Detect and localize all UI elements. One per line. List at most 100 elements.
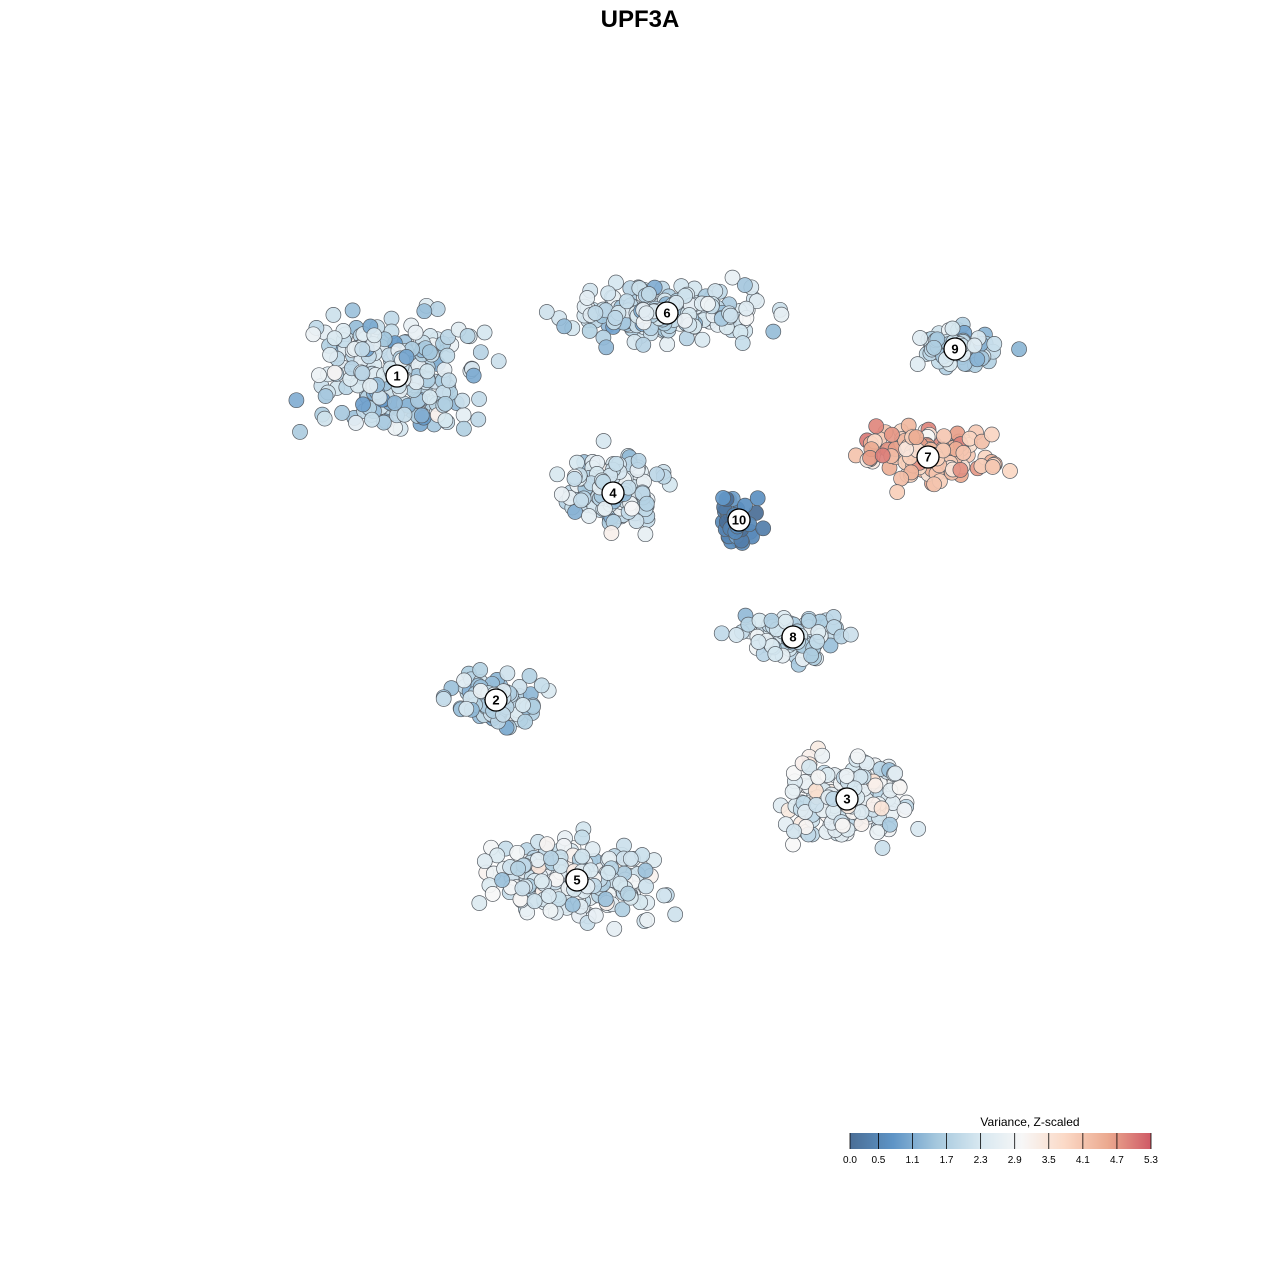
data-point [317,388,334,404]
data-point [499,665,516,682]
data-point [573,492,589,509]
data-point [574,829,590,846]
data-point [763,612,780,629]
legend-tick-label: 2.3 [974,1155,988,1166]
data-point [566,471,583,487]
data-point [386,395,403,411]
data-point [407,324,424,341]
data-point [542,902,559,919]
data-point [755,520,772,537]
data-point [809,633,825,650]
data-point [912,330,928,346]
data-point [952,462,969,478]
data-point [722,307,739,324]
data-point [316,410,333,427]
data-point [456,420,472,437]
data-point [966,337,983,354]
legend-tick-label: 1.1 [906,1155,920,1166]
cluster-label-badge [385,364,409,388]
data-point [867,777,884,794]
data-point [874,447,891,464]
data-point [850,748,866,765]
data-point [622,850,639,867]
data-point [1011,341,1027,358]
data-point [440,329,456,345]
data-point [607,310,624,326]
data-point [517,713,533,730]
data-point [637,526,654,543]
data-point [416,303,433,320]
data-point [785,765,802,782]
data-point [472,683,489,699]
data-point [597,891,614,908]
data-point [476,324,493,341]
data-point [649,466,665,483]
data-point [598,339,615,356]
cluster-label-text: 10 [732,513,746,528]
data-point [618,293,635,310]
data-point [667,906,684,923]
cluster-label-1: 1 [385,364,409,388]
cluster-label-8: 8 [781,625,805,649]
data-point [887,765,904,782]
data-point [786,823,802,840]
data-point [549,466,566,483]
cluster-label-badge [943,337,967,361]
data-point [969,351,986,368]
data-point [608,455,625,472]
data-point [984,459,1001,475]
data-point [896,802,913,818]
cluster-label-text: 7 [924,450,931,465]
cluster-label-badge [781,625,805,649]
data-point [983,426,1000,443]
data-point [773,306,790,323]
data-point [638,878,654,895]
data-point [471,895,488,911]
data-point [581,508,597,524]
data-point [724,269,741,286]
data-point [484,886,501,902]
data-point [908,429,925,446]
cluster-label-text: 6 [663,306,670,321]
data-point [600,865,616,881]
cluster-label-10: 10 [727,508,751,532]
cluster-label-2: 2 [484,688,508,712]
data-point [292,424,308,440]
data-point [891,779,908,796]
legend-tick-label: 2.9 [1008,1155,1022,1166]
cluster-label-4: 4 [601,481,625,505]
legend-ticks: 0.0 0.5 1.1 1.7 2.3 2.9 3.5 4.1 4.7 5.3 [843,1133,1158,1166]
data-point [595,433,612,449]
data-point [429,301,446,317]
data-point [465,367,482,384]
data-point [366,327,383,344]
data-point [538,304,555,320]
data-point [564,896,581,913]
data-point [581,323,598,339]
data-point [936,428,952,445]
legend-tick-label: 0.5 [871,1155,885,1166]
data-point [398,349,415,365]
data-point [624,500,640,517]
cluster-label-badge [916,445,940,469]
cluster-label-9: 9 [943,337,967,361]
data-point [421,344,438,361]
data-point [767,646,784,662]
legend-tick-label: 4.7 [1110,1155,1124,1166]
data-point [490,353,507,370]
data-point [455,407,472,423]
data-point [797,804,813,820]
data-point [635,336,652,353]
data-point [348,415,364,431]
data-point [656,887,672,904]
data-point [454,392,471,409]
data-point [838,768,855,784]
data-point [540,888,557,904]
cluster-label-badge [835,787,859,811]
data-point [1002,463,1018,479]
data-point [553,486,570,503]
data-point [955,445,972,461]
data-point [986,336,1003,352]
data-point [926,476,942,493]
